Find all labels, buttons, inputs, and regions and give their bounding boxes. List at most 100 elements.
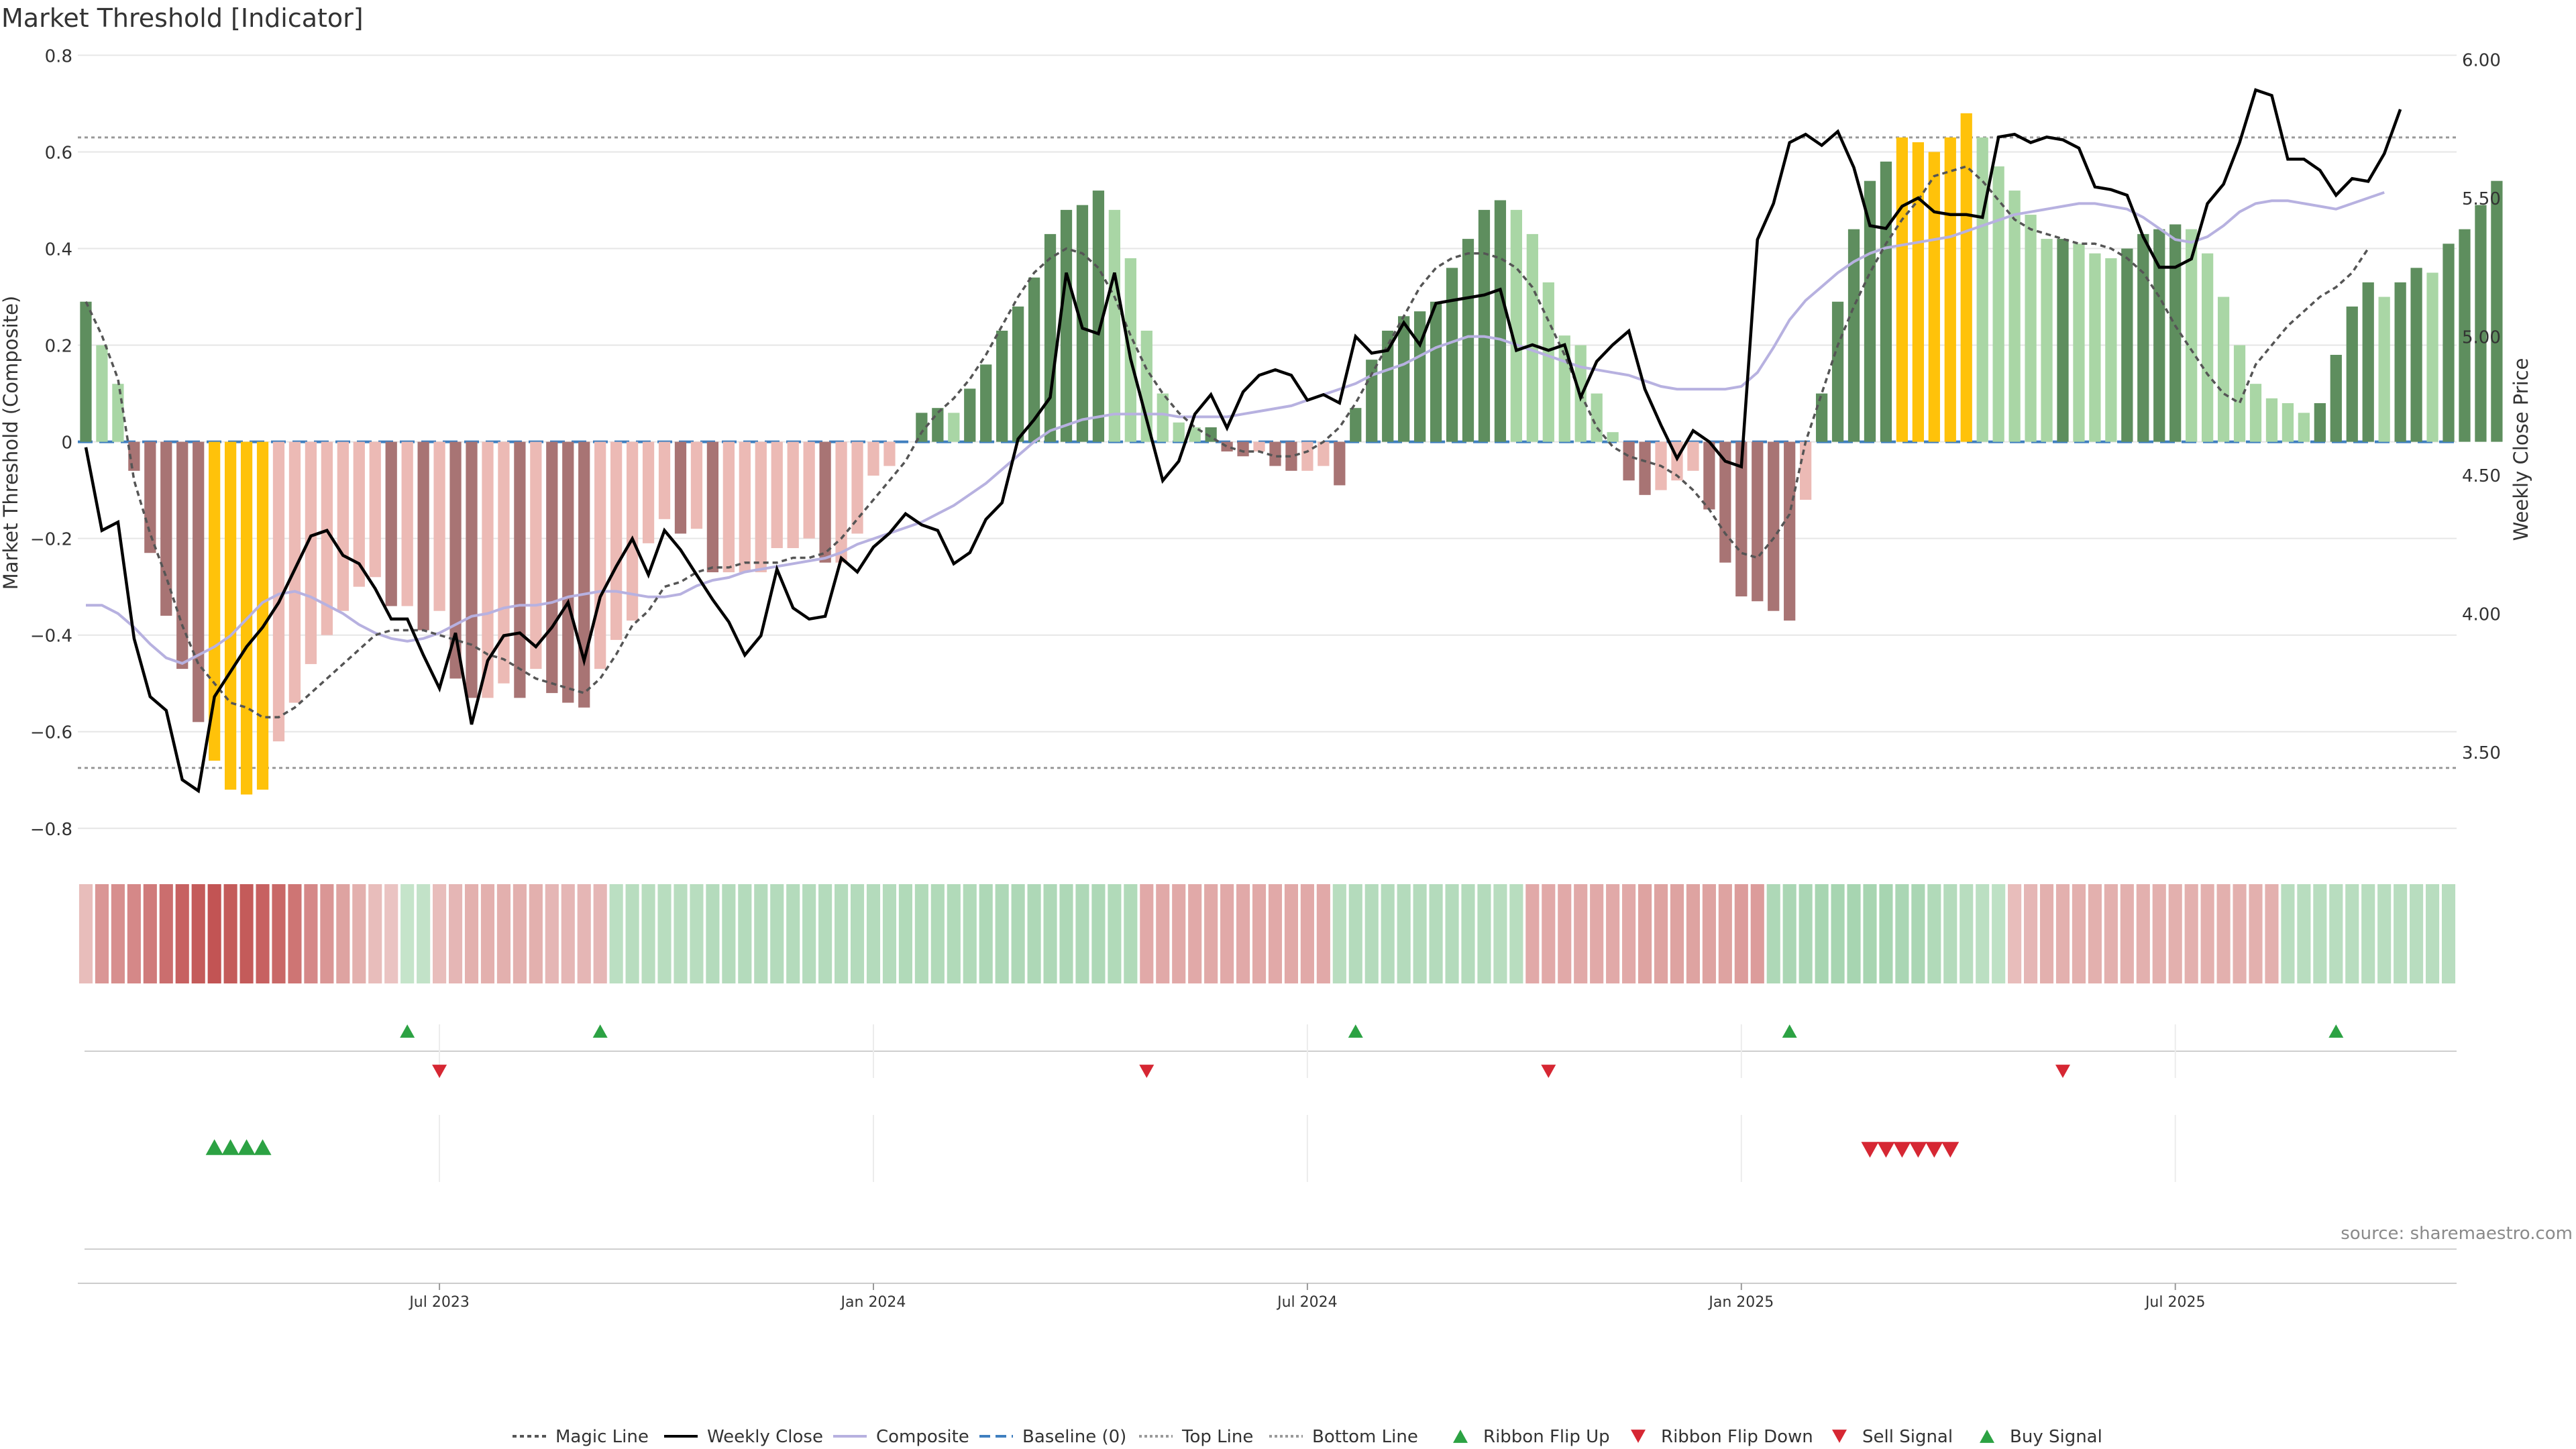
ribbon-cell	[1558, 884, 1572, 983]
composite-bar	[449, 441, 462, 679]
composite-bar	[1558, 335, 1570, 442]
composite-bar	[176, 441, 189, 669]
composite-bar	[948, 413, 960, 442]
composite-bar	[1478, 209, 1491, 442]
ribbon-cell	[239, 884, 254, 983]
ribbon-cell	[2329, 884, 2343, 983]
composite-bar	[755, 441, 767, 573]
composite-bar	[1382, 330, 1394, 442]
ribbon-flip-up-marker	[1348, 1024, 1363, 1038]
legend-swatch	[1453, 1430, 1468, 1443]
composite-bar	[1976, 137, 1988, 442]
ribbon-cell	[1799, 884, 1813, 983]
composite-bar	[321, 441, 333, 635]
ribbon-cell	[400, 884, 415, 983]
ribbon-cell	[1750, 884, 1764, 983]
ribbon-cell	[2136, 884, 2150, 983]
composite-bar	[369, 441, 381, 578]
ribbon-cell	[1927, 884, 1941, 983]
composite-bar	[2443, 244, 2455, 442]
composite-bar	[1687, 441, 1699, 471]
ribbon-cell	[1542, 884, 1556, 983]
ribbon-cell	[1108, 884, 1122, 983]
composite-bar	[2041, 239, 2053, 442]
composite-bar	[1960, 113, 1972, 442]
composite-bar	[787, 441, 799, 549]
composite-bar	[1205, 427, 1217, 442]
ribbon-cell	[1509, 884, 1523, 983]
composite-bar	[739, 441, 751, 573]
composite-bar	[417, 441, 429, 631]
composite-bar	[2426, 272, 2438, 442]
ribbon-cell	[1172, 884, 1186, 983]
ribbon-cell	[738, 884, 752, 983]
composite-bar	[658, 441, 671, 519]
ribbon-cell	[1364, 884, 1379, 983]
composite-bar	[964, 388, 976, 442]
ribbon-cell	[1236, 884, 1250, 983]
ribbon-cell	[1284, 884, 1299, 983]
ribbon-cell	[304, 884, 318, 983]
composite-bar	[803, 441, 815, 539]
composite-bar	[498, 441, 510, 684]
x-tick-label: Jul 2025	[2144, 1294, 2206, 1311]
composite-bar	[1446, 268, 1458, 442]
ribbon-cell	[754, 884, 768, 983]
ribbon-cell	[1493, 884, 1507, 983]
composite-bar	[610, 441, 623, 640]
composite-bar	[1334, 441, 1346, 486]
right-axis-label: Weekly Close Price	[2510, 358, 2532, 541]
ribbon-cell	[1348, 884, 1362, 983]
x-axis: Jul 2023 Jan 2024 Jul 2024 Jan 2025 Jul 2025	[78, 1283, 2457, 1311]
legend-label: Ribbon Flip Up	[1483, 1427, 1610, 1447]
buy-signal-marker	[221, 1139, 239, 1155]
weekly-close-line	[84, 88, 2402, 794]
ribbon-cell	[496, 884, 511, 983]
ribbon-cell	[625, 884, 639, 983]
composite-bar	[2475, 205, 2487, 442]
composite-bar	[1880, 161, 1892, 442]
composite-bar	[2008, 191, 2021, 442]
composite-bar	[867, 441, 879, 476]
composite-bar	[2025, 215, 2037, 442]
ribbon-cell	[2184, 884, 2198, 983]
composite-bar	[1092, 191, 1105, 442]
right-tick-label: 5.00	[2462, 328, 2501, 348]
composite-bar	[2362, 282, 2374, 442]
composite-bar	[674, 441, 687, 534]
ribbon-cell	[1992, 884, 2006, 983]
ribbon-cell	[2055, 884, 2070, 983]
right-tick-label: 6.00	[2462, 51, 2501, 71]
ribbon-cell	[1960, 884, 1974, 983]
composite-bar	[1768, 441, 1780, 611]
ribbon-cell	[2039, 884, 2054, 983]
ribbon-cell	[2216, 884, 2231, 983]
composite-bar	[1928, 152, 1940, 442]
ribbon-cell	[1638, 884, 1652, 983]
composite-bar	[1591, 393, 1603, 442]
composite-bar	[819, 441, 831, 563]
buy-sell-signal-row	[85, 1115, 2457, 1250]
ribbon-cell	[175, 884, 189, 983]
right-tick-label: 3.50	[2462, 743, 2501, 763]
source-note: source: sharemaestro.com	[2341, 1224, 2573, 1244]
ribbon-cell	[2377, 884, 2392, 983]
ribbon-cell	[2233, 884, 2247, 983]
ribbon-cell	[1831, 884, 1845, 983]
ribbon-cell	[930, 884, 945, 983]
ribbon-cell	[2088, 884, 2102, 983]
ribbon-cell	[722, 884, 736, 983]
ribbon-cell	[1477, 884, 1491, 983]
composite-bar	[2298, 413, 2310, 442]
ribbon-cell	[1381, 884, 1395, 983]
ribbon-cell	[674, 884, 688, 983]
ribbon-cell	[2441, 884, 2456, 983]
ribbon-cell	[545, 884, 559, 983]
composite-bar	[2282, 402, 2294, 442]
composite-bar	[690, 441, 703, 529]
ribbon-cell	[272, 884, 286, 983]
x-tick-label: Jan 2025	[1707, 1294, 1774, 1311]
x-tick-label: Jul 2023	[408, 1294, 470, 1311]
sell-signal-marker	[1909, 1142, 1927, 1158]
composite-bar	[2057, 239, 2069, 442]
